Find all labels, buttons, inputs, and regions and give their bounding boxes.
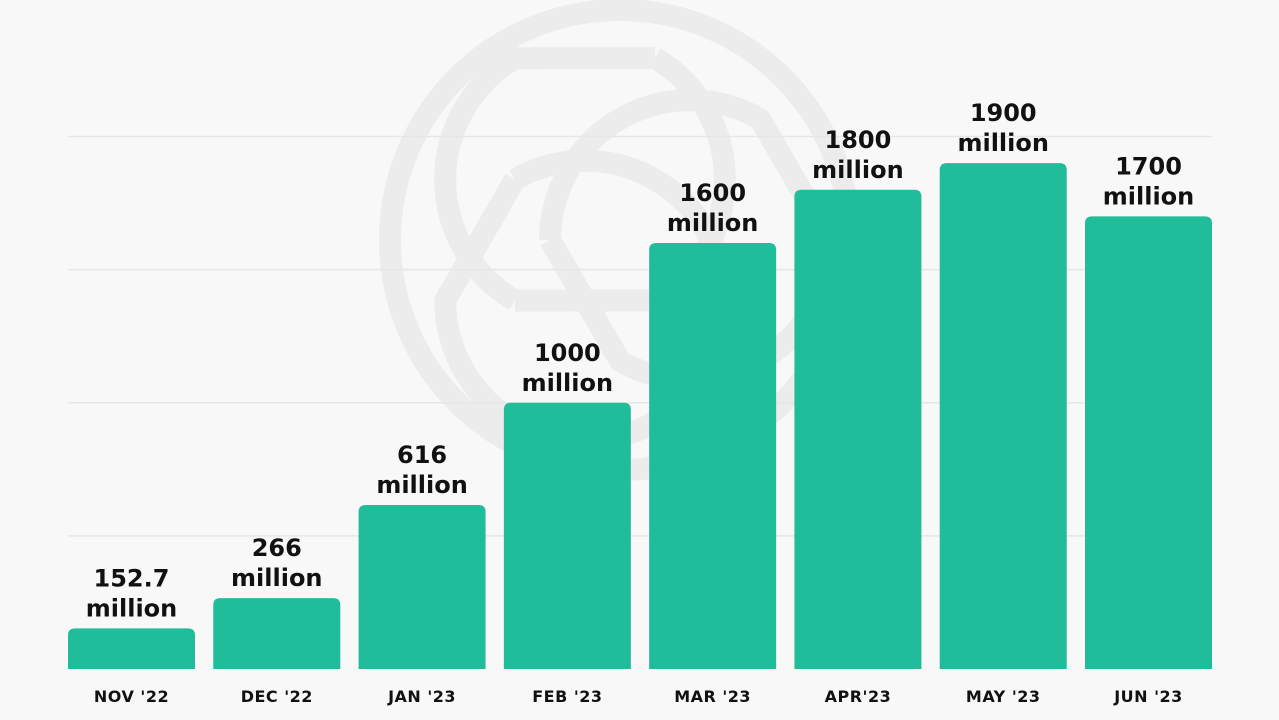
data-label: 1600: [679, 179, 746, 207]
bar: [1085, 216, 1212, 669]
data-label: million: [231, 564, 323, 592]
x-tick-label: JAN '23: [387, 687, 456, 706]
data-label: million: [522, 369, 614, 397]
bar: [358, 504, 486, 669]
x-tick-label: APR'23: [825, 687, 892, 706]
data-label: million: [667, 209, 759, 237]
x-tick-label: NOV '22: [94, 687, 169, 706]
x-tick-label: DEC '22: [241, 687, 313, 706]
bar: [939, 163, 1067, 669]
data-label: million: [1103, 182, 1195, 210]
data-label: 1800: [825, 126, 892, 154]
data-label: million: [812, 156, 904, 184]
bars: [68, 163, 1212, 669]
data-label: 266: [252, 534, 302, 562]
data-labels: 152.7million266million616million1000mill…: [86, 99, 1195, 622]
data-label: million: [86, 594, 178, 622]
bar: [68, 628, 195, 669]
bar: [649, 243, 777, 669]
x-tick-label: MAR '23: [674, 687, 751, 706]
data-label: 152.7: [94, 564, 170, 592]
data-label: 616: [397, 441, 447, 469]
data-label: million: [957, 129, 1049, 157]
bar: [503, 402, 631, 669]
bar: [213, 598, 341, 669]
watermark-segment: [434, 47, 656, 311]
bar: [794, 189, 922, 669]
data-label: 1900: [970, 99, 1037, 127]
x-tick-label: JUN '23: [1113, 687, 1183, 706]
x-tick-label: MAY '23: [966, 687, 1041, 706]
x-tick-label: FEB '23: [532, 687, 602, 706]
data-label: 1000: [534, 339, 601, 367]
data-label: 1700: [1115, 152, 1182, 180]
watermark-segment: [539, 89, 840, 246]
x-axis-tick-labels: NOV '22 DEC '22 JAN '23 FEB '23 MAR '23 APR'2…: [94, 687, 1183, 706]
data-label: million: [376, 471, 468, 499]
